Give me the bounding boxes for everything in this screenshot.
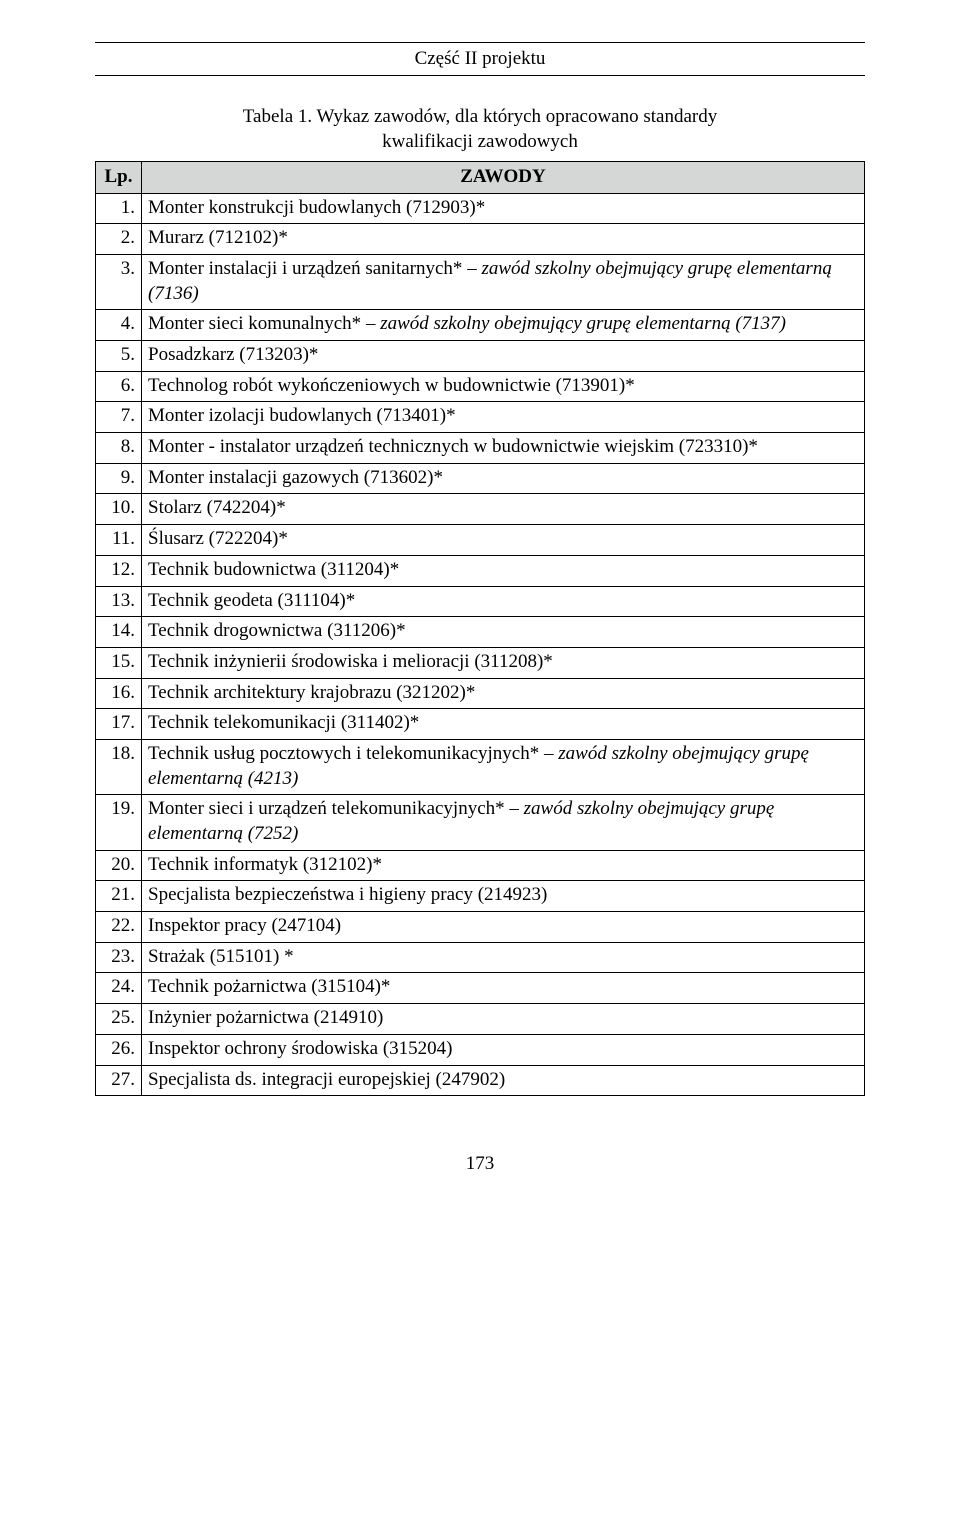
table-row: 21.Specjalista bezpieczeństwa i higieny … <box>96 881 865 912</box>
table-row: 7.Monter izolacji budowlanych (713401)* <box>96 402 865 433</box>
table-row: 23.Strażak (515101) * <box>96 942 865 973</box>
table-row: 5.Posadzkarz (713203)* <box>96 341 865 372</box>
row-text: Monter sieci komunalnych* – zawód szkoln… <box>142 310 865 341</box>
row-text: Inspektor ochrony środowiska (315204) <box>142 1034 865 1065</box>
row-text: Technik informatyk (312102)* <box>142 850 865 881</box>
row-text: Ślusarz (722204)* <box>142 525 865 556</box>
row-text: Monter instalacji gazowych (713602)* <box>142 463 865 494</box>
row-number: 11. <box>96 525 142 556</box>
table-row: 16.Technik architektury krajobrazu (3212… <box>96 678 865 709</box>
row-number: 25. <box>96 1004 142 1035</box>
row-text: Inżynier pożarnictwa (214910) <box>142 1004 865 1035</box>
row-number: 24. <box>96 973 142 1004</box>
table-row: 11.Ślusarz (722204)* <box>96 525 865 556</box>
row-number: 1. <box>96 193 142 224</box>
table-row: 2.Murarz (712102)* <box>96 224 865 255</box>
row-number: 8. <box>96 433 142 464</box>
row-text: Technik budownictwa (311204)* <box>142 555 865 586</box>
row-number: 13. <box>96 586 142 617</box>
table-row: 19.Monter sieci i urządzeń telekomunikac… <box>96 795 865 850</box>
row-number: 26. <box>96 1034 142 1065</box>
row-text: Murarz (712102)* <box>142 224 865 255</box>
table-row: 22.Inspektor pracy (247104) <box>96 912 865 943</box>
row-number: 2. <box>96 224 142 255</box>
row-text: Stolarz (742204)* <box>142 494 865 525</box>
row-text: Technik inżynierii środowiska i meliorac… <box>142 647 865 678</box>
row-number: 10. <box>96 494 142 525</box>
header-zawody: ZAWODY <box>142 161 865 193</box>
row-number: 18. <box>96 739 142 794</box>
row-number: 7. <box>96 402 142 433</box>
table-row: 8.Monter - instalator urządzeń techniczn… <box>96 433 865 464</box>
table-row: 6.Technolog robót wykończeniowych w budo… <box>96 371 865 402</box>
row-number: 22. <box>96 912 142 943</box>
row-number: 20. <box>96 850 142 881</box>
row-text: Inspektor pracy (247104) <box>142 912 865 943</box>
table-row: 3.Monter instalacji i urządzeń sanitarny… <box>96 254 865 309</box>
row-number: 12. <box>96 555 142 586</box>
row-text: Monter - instalator urządzeń technicznyc… <box>142 433 865 464</box>
row-text: Technolog robót wykończeniowych w budown… <box>142 371 865 402</box>
row-number: 17. <box>96 709 142 740</box>
row-text: Specjalista ds. integracji europejskiej … <box>142 1065 865 1096</box>
row-number: 5. <box>96 341 142 372</box>
row-text: Strażak (515101) * <box>142 942 865 973</box>
table-row: 10.Stolarz (742204)* <box>96 494 865 525</box>
table-row: 1.Monter konstrukcji budowlanych (712903… <box>96 193 865 224</box>
row-number: 9. <box>96 463 142 494</box>
row-number: 21. <box>96 881 142 912</box>
table-row: 17.Technik telekomunikacji (311402)* <box>96 709 865 740</box>
row-text: Monter konstrukcji budowlanych (712903)* <box>142 193 865 224</box>
section-title: Część II projektu <box>95 46 865 76</box>
table-row: 25.Inżynier pożarnictwa (214910) <box>96 1004 865 1035</box>
table-row: 14.Technik drogownictwa (311206)* <box>96 617 865 648</box>
row-number: 4. <box>96 310 142 341</box>
table-row: 4.Monter sieci komunalnych* – zawód szko… <box>96 310 865 341</box>
table-body: 1.Monter konstrukcji budowlanych (712903… <box>96 193 865 1096</box>
table-row: 13.Technik geodeta (311104)* <box>96 586 865 617</box>
row-text: Technik geodeta (311104)* <box>142 586 865 617</box>
row-text: Monter instalacji i urządzeń sanitarnych… <box>142 254 865 309</box>
table-row: 9.Monter instalacji gazowych (713602)* <box>96 463 865 494</box>
row-text: Technik drogownictwa (311206)* <box>142 617 865 648</box>
row-number: 3. <box>96 254 142 309</box>
table-row: 27.Specjalista ds. integracji europejski… <box>96 1065 865 1096</box>
table-row: 26.Inspektor ochrony środowiska (315204) <box>96 1034 865 1065</box>
row-text: Monter sieci i urządzeń telekomunikacyjn… <box>142 795 865 850</box>
row-number: 6. <box>96 371 142 402</box>
table-row: 12.Technik budownictwa (311204)* <box>96 555 865 586</box>
row-text: Technik usług pocztowych i telekomunikac… <box>142 739 865 794</box>
table-row: 20.Technik informatyk (312102)* <box>96 850 865 881</box>
row-text: Specjalista bezpieczeństwa i higieny pra… <box>142 881 865 912</box>
row-number: 27. <box>96 1065 142 1096</box>
table-caption: Tabela 1. Wykaz zawodów, dla których opr… <box>200 104 760 155</box>
row-number: 15. <box>96 647 142 678</box>
page-number: 173 <box>95 1151 865 1177</box>
row-text: Posadzkarz (713203)* <box>142 341 865 372</box>
row-text: Technik pożarnictwa (315104)* <box>142 973 865 1004</box>
professions-table: Lp. ZAWODY 1.Monter konstrukcji budowlan… <box>95 161 865 1096</box>
table-row: 15.Technik inżynierii środowiska i melio… <box>96 647 865 678</box>
table-header-row: Lp. ZAWODY <box>96 161 865 193</box>
row-number: 16. <box>96 678 142 709</box>
row-text: Technik architektury krajobrazu (321202)… <box>142 678 865 709</box>
row-number: 23. <box>96 942 142 973</box>
table-row: 18.Technik usług pocztowych i telekomuni… <box>96 739 865 794</box>
header-lp: Lp. <box>96 161 142 193</box>
row-text: Monter izolacji budowlanych (713401)* <box>142 402 865 433</box>
row-number: 19. <box>96 795 142 850</box>
top-rule <box>95 42 865 43</box>
row-number: 14. <box>96 617 142 648</box>
table-row: 24.Technik pożarnictwa (315104)* <box>96 973 865 1004</box>
row-text: Technik telekomunikacji (311402)* <box>142 709 865 740</box>
